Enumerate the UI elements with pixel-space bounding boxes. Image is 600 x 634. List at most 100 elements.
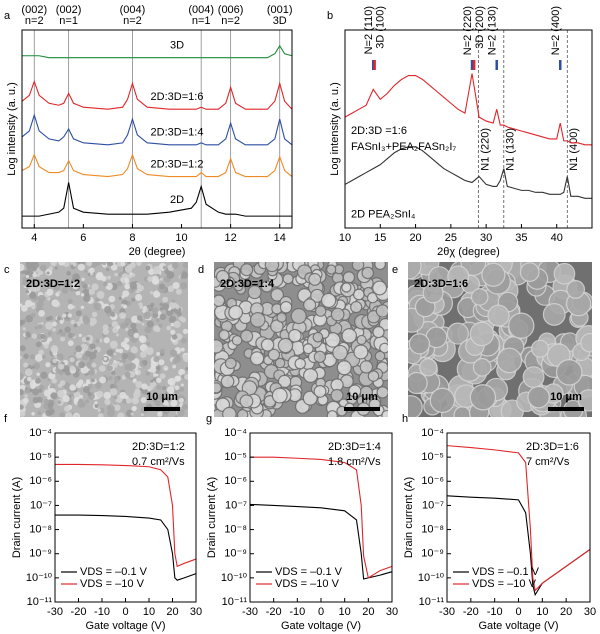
y-tick-label: 10⁻⁶ (224, 475, 247, 487)
x-tick-label: 8 (129, 232, 135, 244)
grain (46, 282, 52, 288)
grain (117, 412, 125, 417)
grain (94, 381, 102, 389)
grain (20, 304, 28, 312)
y-tick-label: 10⁻⁵ (421, 451, 444, 463)
y-tick-label: 10⁻⁷ (30, 499, 52, 511)
grain (82, 315, 89, 322)
grain (152, 397, 157, 402)
grain (45, 362, 51, 368)
grain (145, 371, 151, 376)
grain (71, 332, 76, 337)
grain (166, 325, 172, 331)
grain (175, 375, 182, 382)
grain (350, 300, 363, 314)
grain (106, 365, 113, 372)
grain (124, 265, 133, 273)
panel-letter: a (4, 10, 11, 22)
grain (36, 278, 42, 285)
grain (96, 390, 104, 398)
legend-label: VDS = –0.1 V (472, 566, 540, 578)
grain (66, 271, 72, 276)
grain (264, 262, 280, 273)
grain (51, 378, 57, 384)
x-tick-label: -10 (94, 606, 110, 618)
peak-label: 3D (200) (474, 6, 486, 49)
grain (453, 406, 472, 417)
grain (64, 369, 72, 376)
grain (95, 262, 101, 266)
grain (104, 305, 112, 314)
scale-bar-label: 10 μm (346, 391, 378, 403)
series-label: 3D (170, 40, 184, 52)
data-line (55, 514, 197, 581)
grain (38, 349, 45, 356)
grain (87, 391, 92, 396)
grain (34, 285, 41, 292)
grain (159, 277, 163, 281)
reference-label: (006) (218, 4, 244, 16)
grain (57, 400, 62, 405)
grain (74, 413, 80, 417)
grain (156, 377, 162, 383)
grain (90, 322, 94, 327)
grain (67, 298, 73, 304)
reference-label: (004) (120, 4, 146, 16)
grain (112, 262, 116, 264)
y-tick-label: 10⁻¹⁰ (221, 572, 248, 584)
grain (135, 293, 143, 301)
grain (138, 302, 143, 307)
grain (302, 343, 314, 355)
grain (356, 334, 367, 346)
grain (29, 292, 37, 300)
x-tick-label: 25 (445, 232, 457, 244)
grain (114, 272, 119, 277)
panel-letter: b (327, 10, 333, 22)
grain (121, 352, 129, 360)
x-tick-label: -20 (266, 606, 282, 618)
grain (140, 397, 147, 404)
x-tick-label: 10 (536, 606, 548, 618)
grain (150, 291, 154, 295)
grain (57, 390, 65, 398)
grain (23, 362, 29, 368)
grain (481, 262, 506, 287)
grain (103, 356, 108, 361)
panel-letter: e (392, 264, 398, 276)
grain (158, 392, 166, 401)
grain (302, 390, 318, 406)
x-axis-title: Gate voltage (V) (85, 620, 165, 632)
grain (577, 389, 592, 412)
grain (88, 351, 97, 360)
grain (132, 378, 137, 383)
grain (120, 341, 128, 348)
series-label: 2D:3D=1:2 (151, 158, 204, 170)
data-line (249, 503, 393, 580)
grain (359, 360, 374, 374)
grain (106, 409, 115, 417)
y-tick-label: 10⁻⁷ (422, 499, 444, 511)
grain (183, 354, 188, 363)
grain (137, 315, 143, 321)
grain (155, 365, 161, 371)
grain (20, 319, 25, 325)
grain (157, 411, 163, 417)
grain (123, 304, 128, 309)
grain (125, 397, 132, 404)
grain (133, 391, 141, 399)
y-tick-label: 10⁻⁸ (224, 523, 247, 535)
grain (43, 398, 50, 404)
grain (108, 376, 113, 381)
grain (122, 398, 128, 404)
grain (125, 327, 129, 332)
grain (429, 387, 456, 414)
x-tick-label: 0 (318, 606, 324, 618)
grain (294, 357, 306, 370)
grain (104, 398, 111, 406)
grain (120, 262, 126, 267)
grain (159, 302, 163, 307)
grain (231, 335, 243, 346)
grain (81, 277, 85, 282)
y-tick-label: 10⁻⁴ (421, 427, 444, 439)
